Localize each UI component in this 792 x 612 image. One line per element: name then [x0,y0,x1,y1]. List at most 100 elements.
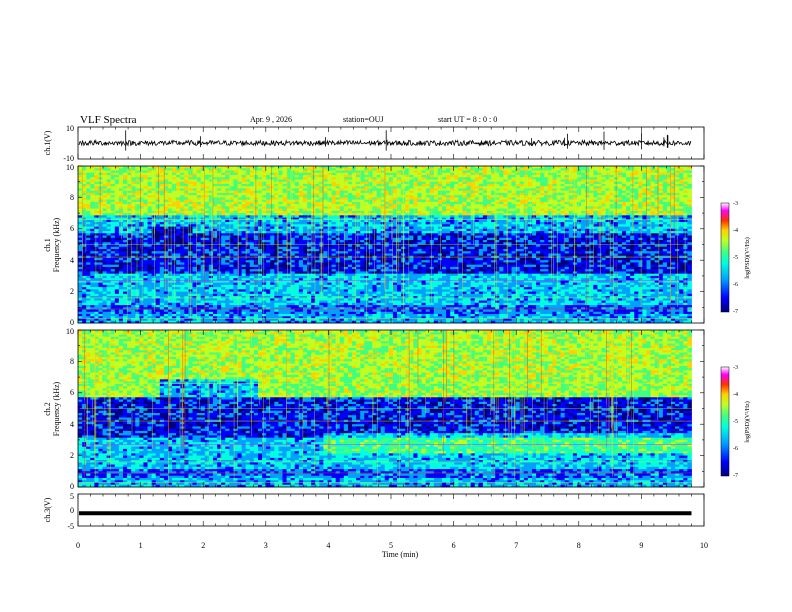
spectrogram-cell [266,192,271,196]
spectrogram-cell [106,237,112,241]
spectrogram-cell [270,195,275,198]
spectrogram-cell [167,240,173,243]
spectrogram-cell [90,199,95,203]
spectrogram-cell [581,213,586,216]
spectrogram-cell [519,174,525,178]
spectrogram-cell [139,208,144,212]
spectrogram-cell [147,206,153,210]
spectrogram-cell [90,174,95,178]
spectrogram-cell [491,170,496,174]
spectrogram-cell [208,181,214,185]
spectrogram-cell [638,228,643,232]
spectrogram-cell [249,188,255,192]
spectrogram-cell [78,199,83,203]
spectrogram-cell [405,199,410,203]
station-label: station=OUJ [343,115,384,124]
spectrogram-cell [139,168,144,171]
spectrogram-cell [638,195,643,198]
spectrogram-cell [458,206,463,210]
spectrogram-cell [151,197,157,201]
spectrogram-cell [413,215,418,218]
spectrogram-cell [556,204,561,207]
spectrogram-cell [658,192,664,196]
spectrogram-cell [180,166,185,169]
spectrogram-cell [581,226,586,230]
spectrogram-cell [139,197,144,201]
spectrogram-cell [78,181,83,185]
spectrogram-cell [302,217,308,221]
spectrogram-cell [585,179,590,183]
spectrogram-cell [278,210,283,214]
spectrogram-cell [413,201,418,205]
spectrogram-cell [425,210,431,214]
spectrogram-cell [106,195,112,198]
spectrogram-cell [147,235,153,239]
spectrogram-cell [151,195,157,198]
spectrogram-cell [576,233,582,236]
spectrogram-cell [564,208,570,212]
spectrogram-cell [556,228,561,232]
spectrogram-cell [307,237,312,241]
spectrogram-cell [122,233,128,236]
spectrogram-cell [683,199,688,203]
spectrogram-cell [94,197,99,201]
spectrogram-cell [90,170,95,174]
spectrogram-cell [417,213,422,216]
spectrogram-cell [180,170,185,174]
spectrogram-cell [131,206,136,210]
spectrogram-cell [474,172,480,176]
spectrogram-cell [78,168,83,171]
spectrogram-cell [687,192,692,196]
spectrogram-cell [499,233,504,236]
spectrogram-cell [78,192,83,196]
spectrogram-cell [515,204,521,207]
spectrogram-cell [609,237,615,241]
spectrogram-cell [192,186,198,189]
spectrogram-cell [589,188,594,192]
spectrogram-cell [360,213,365,216]
spectrogram-cell [417,206,422,210]
spectrogram-cell [458,186,463,189]
spectrogram-cell [176,195,181,198]
spectrogram-cell [442,235,447,239]
spectrogram-cell [503,190,508,194]
spectrogram-cell [495,172,500,176]
spectrogram-cell [466,204,472,207]
spectrogram-cell [466,206,472,210]
spectrogram-cell [572,168,578,171]
spectrogram-cell [176,190,181,194]
spectrogram-cell [433,181,439,185]
spectrogram-cell [634,190,639,194]
spectrogram-cell [511,210,517,214]
spectrogram-cell [417,188,422,192]
spectrogram-cell [466,197,472,201]
spectrogram-cell [413,213,418,216]
spectrogram-cell [143,208,148,212]
spectrogram-cell [151,208,157,212]
spectrogram-cell [302,199,308,203]
spectrogram-cell [245,183,251,187]
spectrogram-cell [626,166,631,169]
spectrogram-cell [507,190,512,194]
spectrogram-cell [442,237,447,241]
spectrogram-cell [302,210,308,214]
spectrogram-cell [270,179,275,183]
spectrogram-cell [585,199,590,203]
spectrogram-cell [646,192,651,196]
spectrogram-cell [380,213,386,216]
spectrogram-cell [225,213,230,216]
spectrogram-cell [114,179,120,183]
spectrogram-cell [131,222,136,225]
spectrogram-cell [683,170,688,174]
spectrogram-cell [368,166,373,169]
spectrogram-cell [654,228,660,232]
spectrogram-cell [192,179,198,183]
spectrogram-cell [679,188,684,192]
spectrogram-cell [503,210,508,214]
spectrogram-cell [536,224,541,227]
spectrogram-cell [646,226,651,230]
spectrogram-cell [184,190,189,194]
spectrogram-cell [540,170,545,174]
spectrogram-cell [564,233,570,236]
spectrogram-cell [307,186,312,189]
